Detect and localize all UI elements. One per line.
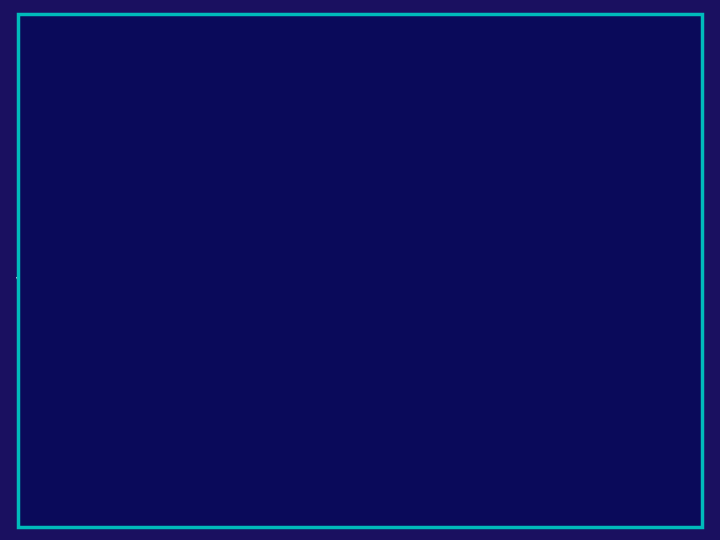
Text: V1: V1: [153, 185, 168, 198]
Circle shape: [165, 199, 188, 217]
Text: V3: V3: [168, 348, 184, 361]
Text: (x3,y3,z3): (x3,y3,z3): [424, 219, 480, 229]
Text: Display: Display: [500, 473, 536, 483]
Text: Geometric
processing: Geometric processing: [242, 467, 294, 489]
Text: V2: V2: [369, 183, 384, 192]
FancyBboxPatch shape: [362, 458, 448, 497]
Text: (x4,y4,z4): (x4,y4,z4): [423, 256, 480, 266]
Text: F3: F3: [241, 191, 256, 204]
Text: (x2,y2,z2): (x2,y2,z2): [423, 183, 480, 192]
Text: Geometric
modeling: Geometric modeling: [125, 467, 181, 489]
Text: V5,V1,V2: V5,V1,V2: [581, 183, 632, 193]
FancyBboxPatch shape: [485, 458, 552, 497]
Text: V1,V4,V3: V1,V4,V3: [581, 142, 632, 152]
Text: V5: V5: [289, 124, 305, 137]
Text: F2: F2: [528, 142, 541, 152]
FancyBboxPatch shape: [515, 50, 659, 208]
Text: V5: V5: [369, 293, 384, 302]
Text: F1: F1: [212, 266, 227, 279]
Text: F3: F3: [528, 183, 541, 193]
Text: Vertex table: Vertex table: [395, 111, 462, 121]
FancyBboxPatch shape: [110, 458, 196, 497]
Circle shape: [165, 323, 188, 341]
Text: V2: V2: [318, 293, 334, 306]
Circle shape: [294, 286, 318, 303]
Text: F1: F1: [528, 102, 541, 112]
Text: Rasterization: Rasterization: [373, 473, 437, 483]
FancyBboxPatch shape: [353, 96, 504, 316]
Text: (x5,y5,z5): (x5,y5,z5): [424, 293, 480, 302]
Text: V1: V1: [369, 146, 384, 156]
Text: Face table: Face table: [558, 65, 616, 75]
Text: F2: F2: [112, 245, 126, 258]
Text: How Do We Represent Triangles?: How Do We Represent Triangles?: [35, 34, 601, 63]
Circle shape: [273, 137, 296, 154]
FancyBboxPatch shape: [225, 458, 311, 497]
Circle shape: [42, 264, 66, 281]
Text: V3: V3: [369, 219, 384, 229]
Text: V4: V4: [369, 256, 384, 266]
Text: V4: V4: [16, 276, 32, 289]
Text: (x1,y1,z1): (x1,y1,z1): [424, 146, 480, 156]
Text: V1,V3,V2: V1,V3,V2: [581, 102, 632, 112]
